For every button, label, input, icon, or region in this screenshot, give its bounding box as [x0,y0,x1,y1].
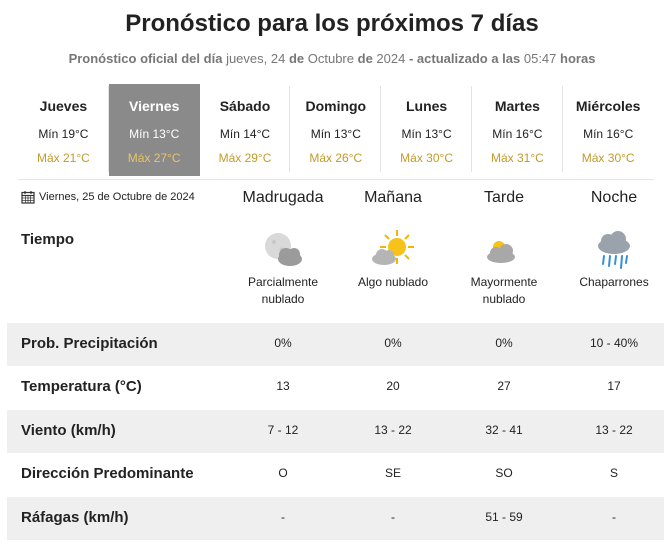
row-label: Ráfagas (km/h) [21,509,129,526]
day-tab-jueves[interactable]: Jueves Mín 19°C Máx 21°C [18,84,109,176]
row-precipitation: Prob. Precipitación 0% 0% 0% 10 - 40% [7,323,664,366]
row-cell: SO [495,466,513,480]
day-max-temp: Máx 29°C [218,151,272,165]
row-cell: 20 [386,379,400,393]
weather-desc: Parcialmente nublado [247,275,319,306]
tiempo-label: Tiempo [21,231,75,248]
page-subtitle: Pronóstico oficial del día jueves, 24 de… [68,51,596,66]
row-cell: 7 - 12 [267,423,299,437]
row-label: Viento (km/h) [21,422,116,439]
day-max-temp: Máx 27°C [127,151,181,165]
page-title: Pronóstico para los próximos 7 días [125,10,539,37]
day-tab-martes[interactable]: Martes Mín 16°C Máx 31°C [472,84,563,176]
row-cell: 32 - 41 [485,423,523,437]
day-min-temp: Mín 13°C [401,127,452,141]
row-cell: S [609,466,618,480]
row-label: Dirección Predominante [21,465,194,482]
period-madrugada: Madrugada [242,189,324,206]
row-temperature: Temperatura (°C) 13 20 27 17 [7,366,664,409]
day-min-temp: Mín 13°C [129,127,180,141]
row-cell: 0% [495,336,513,350]
day-tab-domingo[interactable]: Domingo Mín 13°C Máx 26°C [290,84,381,176]
day-min-temp: Mín 16°C [583,127,634,141]
period-manana: Mañana [364,189,422,206]
detail-date-text: Viernes, 25 de Octubre de 2024 [39,191,195,203]
calendar-icon [21,191,35,204]
day-name: Domingo [305,98,367,114]
mostly-cloudy-icon [487,241,515,263]
day-tab-miercoles[interactable]: Miércoles Mín 16°C Máx 30°C [563,84,654,176]
day-tab-sabado[interactable]: Sábado Mín 14°C Máx 29°C [200,84,291,176]
row-wind: Viento (km/h) 7 - 12 13 - 22 32 - 41 13 … [7,410,664,453]
day-min-temp: Mín 16°C [492,127,543,141]
day-name: Miércoles [575,98,641,114]
row-cell: SE [384,466,401,480]
row-gusts: Ráfagas (km/h) - - 51 - 59 - [7,497,664,540]
day-min-temp: Mín 14°C [219,127,271,141]
detail-date: Viernes, 25 de Octubre de 2024 [21,190,195,204]
row-cell: 0% [384,336,402,350]
weather-desc: Algo nublado [357,275,429,289]
day-selector: Jueves Mín 19°C Máx 21°C Viernes Mín 13°… [18,84,654,176]
sun-cloud-icon [372,230,414,265]
weather-desc: Chaparrones [579,275,649,289]
day-max-temp: Máx 31°C [490,151,544,165]
day-name: Lunes [405,98,448,114]
row-cell: 13 [276,379,290,393]
row-cell: 0% [274,336,292,350]
row-cell: - [281,510,285,524]
day-tab-viernes[interactable]: Viernes Mín 13°C Máx 27°C [108,84,200,176]
day-name: Jueves [39,98,88,114]
day-min-temp: Mín 19°C [38,127,89,141]
day-name: Viernes [129,98,180,114]
period-tarde: Tarde [483,189,525,206]
period-noche: Noche [590,189,638,206]
day-name: Sábado [219,98,271,114]
row-label: Temperatura (°C) [21,378,142,395]
day-max-temp: Máx 26°C [309,151,363,165]
day-min-temp: Mín 13°C [310,127,361,141]
day-max-temp: Máx 30°C [581,151,635,165]
row-cell: 27 [497,379,511,393]
row-cell: 17 [607,379,621,393]
divider [18,179,654,180]
weather-desc: Mayormente nublado [470,275,538,306]
day-max-temp: Máx 21°C [36,151,90,165]
row-cell: 51 - 59 [485,510,523,524]
row-direction: Dirección Predominante O SE SO S [7,453,664,496]
row-label: Prob. Precipitación [21,335,158,352]
day-max-temp: Máx 30°C [400,151,453,165]
row-cell: - [391,510,395,524]
partly-cloudy-night-icon [265,233,302,266]
row-cell: 13 - 22 [595,423,633,437]
row-cell: 10 - 40% [589,336,639,350]
day-name: Martes [494,98,540,114]
row-cell: O [278,466,288,480]
row-cell: - [612,510,616,524]
day-tab-lunes[interactable]: Lunes Mín 13°C Máx 30°C [381,84,472,176]
showers-icon [598,231,630,269]
row-cell: 13 - 22 [374,423,412,437]
